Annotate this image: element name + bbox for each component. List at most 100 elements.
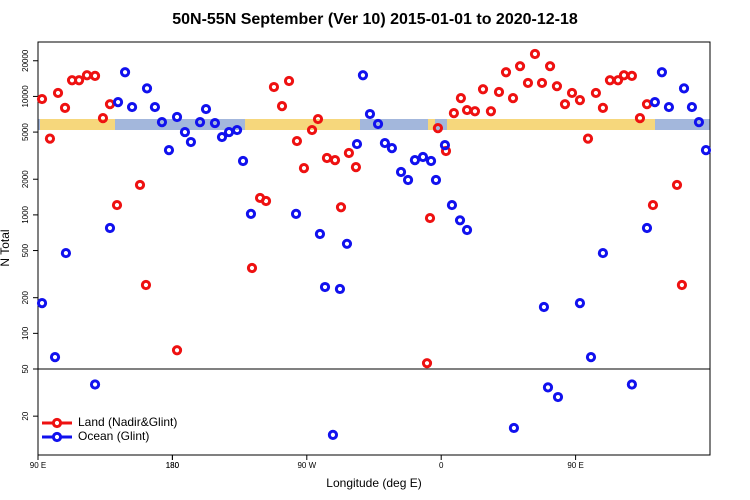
x-axis-label: Longitude (deg E) [326,476,421,490]
point [163,145,175,156]
legend-marker [51,431,63,443]
y-tick-label: 10000 [21,85,30,108]
point [329,155,341,166]
point [140,279,152,291]
point [542,382,554,393]
point [604,75,616,86]
y-axis-label: N Total [0,229,12,266]
point [364,108,376,120]
point [641,222,653,234]
x-tick-label: 0 [439,461,444,470]
point [544,61,556,72]
point [597,102,609,114]
point [283,75,295,87]
point [507,92,519,104]
point [44,133,56,144]
point [461,104,473,116]
point [641,99,653,110]
point [246,262,258,274]
point [626,379,637,390]
point [372,118,384,130]
point [493,86,505,98]
point [424,212,436,224]
point [36,298,48,309]
point [618,70,630,81]
point [156,117,168,128]
point [386,143,398,154]
point [291,135,303,147]
point [590,87,602,99]
point [73,75,85,86]
point [582,133,594,144]
point [552,391,564,403]
point [421,358,433,369]
point [574,298,586,309]
point [104,99,116,110]
point [276,101,288,112]
point [341,238,353,249]
point [514,61,526,72]
point [36,93,48,105]
point [179,126,191,138]
point [536,77,548,89]
point [209,117,221,129]
point [448,108,459,119]
legend-label: Land (Nadir&Glint) [78,415,177,429]
point [119,67,131,78]
point [231,124,243,136]
point [551,81,563,92]
point [298,163,310,174]
point [379,137,391,149]
point [111,199,123,211]
point [194,117,206,128]
point [319,281,331,293]
point [417,151,429,163]
point [402,174,414,186]
y-tick-label: 200 [21,290,30,304]
x-tick-label: 180 [166,461,180,470]
x-tick-label: 90 W [297,461,316,470]
point [104,222,116,234]
point [566,87,578,99]
point [430,174,442,186]
y-tick-label: 500 [21,243,30,257]
point [432,123,444,134]
chart-title: 50N-55N September (Ver 10) 2015-01-01 to… [172,11,578,28]
point [626,70,637,82]
point [676,279,688,291]
point [89,70,101,82]
point [245,208,257,219]
point [223,126,235,138]
point [585,352,597,363]
band-land [40,119,115,130]
point [700,145,712,156]
point [522,77,534,89]
point [216,131,228,143]
point [200,103,212,115]
plot-frame [37,41,711,456]
band-land [428,119,435,130]
point [327,429,339,440]
point [237,155,249,167]
point [559,99,571,110]
point [649,97,660,108]
point [663,101,675,113]
band-land [447,119,655,130]
point [52,87,64,99]
point [171,345,183,356]
point [597,247,609,259]
point [461,224,473,236]
point [314,228,326,240]
point [334,283,346,295]
point [321,152,333,164]
point [634,113,646,124]
point [134,179,146,191]
point [171,111,183,123]
point [49,352,61,363]
point [149,101,161,113]
point [112,97,124,108]
point [351,138,363,150]
point [446,199,458,211]
point [306,124,318,136]
